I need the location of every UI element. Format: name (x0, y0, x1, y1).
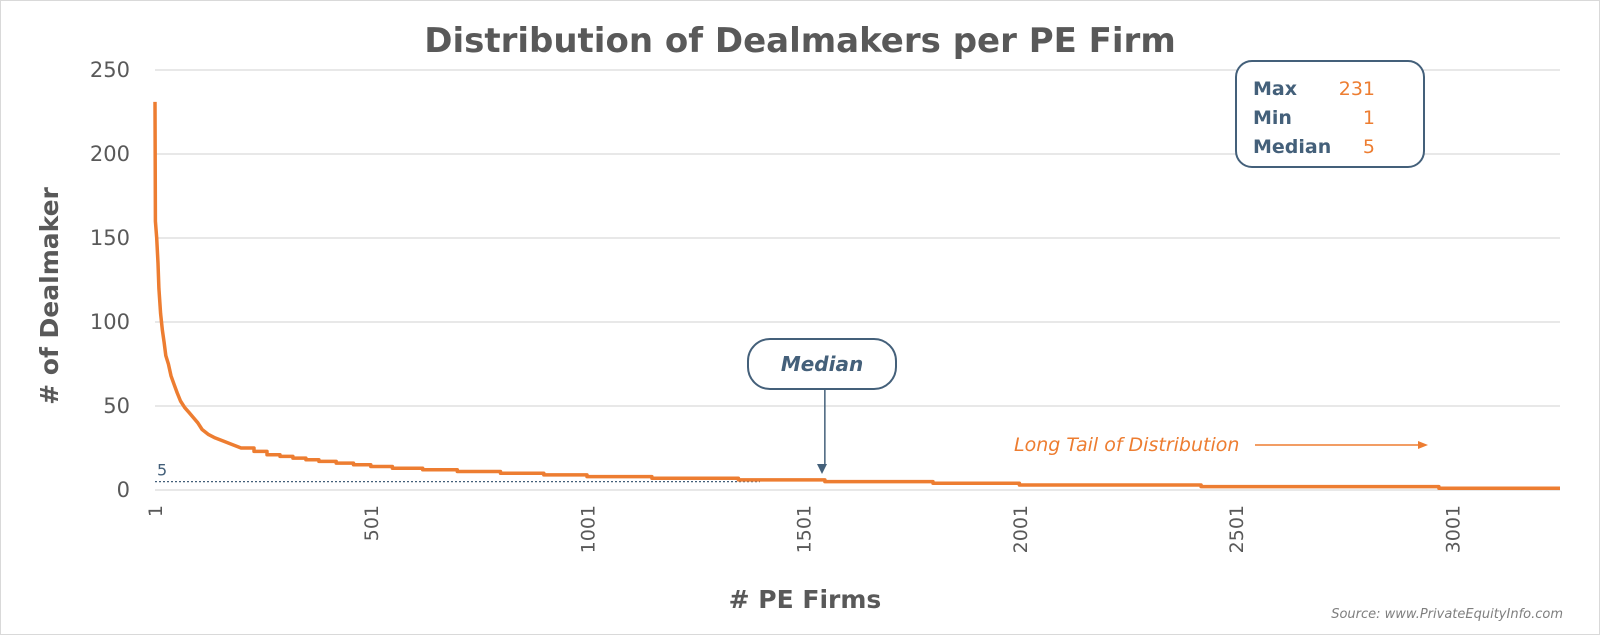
stats-box-border (1235, 60, 1425, 168)
x-tick-label: 3001 (1442, 505, 1464, 553)
y-tick-label: 250 (90, 58, 130, 82)
x-tick-label: 1 (145, 505, 167, 517)
median-reference-label: 5 (157, 461, 167, 480)
y-tick-labels: 0 50 100 150 200 250 (90, 58, 130, 502)
x-tick-label: 1001 (577, 505, 599, 553)
y-tick-label: 150 (90, 226, 130, 250)
stat-label-min: Min (1253, 107, 1292, 129)
y-tick-label: 50 (103, 394, 130, 418)
y-tick-label: 100 (90, 310, 130, 334)
stats-box: Max 231 Min 1 Median 5 (1235, 60, 1425, 168)
x-tick-label: 501 (361, 505, 383, 541)
median-callout: Median (747, 338, 897, 474)
stat-label-max: Max (1253, 78, 1297, 100)
x-axis-title: # PE Firms (729, 585, 882, 614)
series-line (153, 101, 1560, 491)
median-callout-bubble (747, 338, 897, 390)
long-tail-arrowhead (1418, 441, 1428, 449)
x-tick-label: 2001 (1010, 505, 1032, 553)
long-tail-annotation: Long Tail of Distribution (1014, 434, 1428, 456)
x-tick-labels: 1 501 1001 1501 2001 2501 3001 (145, 505, 1464, 553)
y-tick-label: 0 (117, 478, 130, 502)
source-note: Source: www.PrivateEquityInfo.com (1331, 607, 1563, 622)
x-tick-label: 2501 (1226, 505, 1248, 553)
y-axis-title: # of Dealmaker (35, 186, 64, 404)
median-callout-label: Median (781, 352, 863, 376)
x-tick-label: 1501 (794, 505, 816, 553)
stat-value-min: 1 (1363, 107, 1375, 129)
median-callout-arrowhead (817, 464, 827, 474)
chart-title: Distribution of Dealmakers per PE Firm (424, 21, 1176, 61)
long-tail-label: Long Tail of Distribution (1014, 434, 1239, 456)
y-tick-label: 200 (90, 142, 130, 166)
stat-value-median: 5 (1363, 136, 1375, 158)
stat-label-median: Median (1253, 136, 1331, 158)
stat-value-max: 231 (1339, 78, 1375, 100)
